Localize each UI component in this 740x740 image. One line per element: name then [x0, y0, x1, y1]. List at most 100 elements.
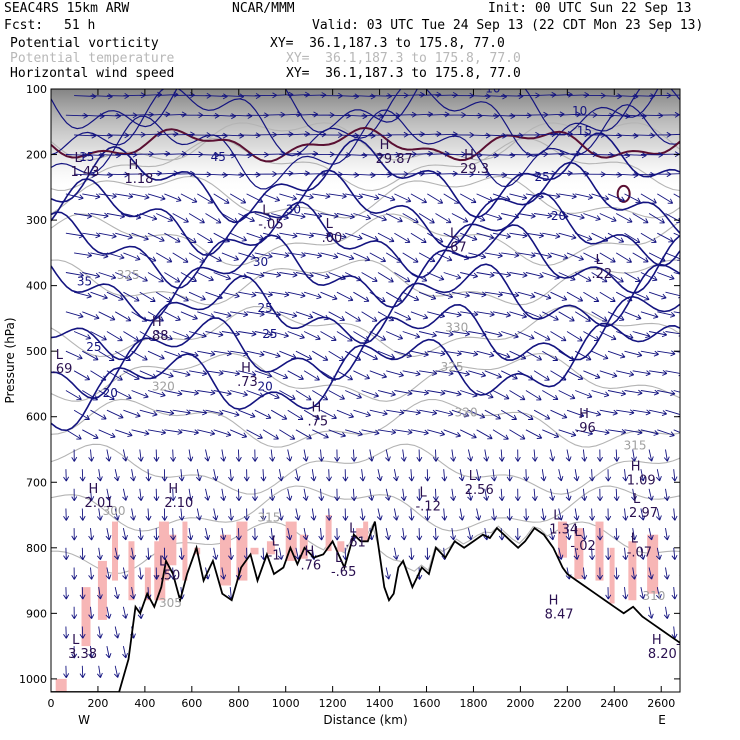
wind-vector: [74, 212, 93, 219]
wind-vector: [558, 193, 577, 200]
wind-vector: [648, 291, 667, 300]
wind-vector: [615, 291, 633, 302]
wind-vector: [328, 429, 346, 438]
wind-vector: [277, 508, 284, 521]
wind-vector: [131, 232, 149, 241]
wind-vector: [558, 232, 577, 240]
wind-vector: [523, 508, 530, 521]
wind-vector: [287, 370, 304, 381]
wind-vector: [435, 409, 454, 417]
wind-vector: [671, 587, 678, 600]
wind-vector: [673, 232, 680, 237]
wind-vector: [607, 272, 624, 283]
wind-vector: [131, 429, 150, 436]
wind-vector: [632, 409, 651, 416]
wind-vector: [657, 311, 676, 318]
wind-vector: [336, 213, 355, 220]
wind-vector: [616, 331, 634, 340]
wind-vector: [302, 488, 309, 501]
valid-time: Valid: 03 UTC Tue 24 Sep 13 (22 CDT Mon …: [312, 18, 704, 33]
wind-vector: [197, 429, 216, 436]
wind-contour-label: 25: [258, 301, 273, 315]
pv-extremum-value: .67: [446, 241, 467, 256]
wind-vector: [114, 350, 131, 361]
wind-vector: [187, 488, 194, 501]
wind-vector: [394, 311, 412, 321]
wind-vector: [279, 232, 298, 239]
wind-vector: [402, 370, 421, 377]
wind-vector: [583, 213, 601, 221]
wind-vector: [220, 528, 227, 541]
wind-vector: [90, 409, 107, 420]
wind-vector: [498, 488, 505, 502]
x-tick-label: 2600: [647, 697, 675, 710]
wind-vector: [682, 331, 700, 336]
wind-vector: [427, 193, 444, 204]
wind-vector: [188, 252, 205, 263]
wind-vector: [649, 369, 668, 376]
wind-vector: [402, 252, 419, 263]
wind-vector: [514, 488, 521, 502]
x-tick-label: 1600: [413, 697, 441, 710]
wind-vector: [550, 213, 569, 219]
pv-extremum-value: -.07: [627, 545, 652, 560]
wind-vector: [318, 528, 325, 541]
wind-vector: [573, 547, 580, 560]
wind-vector: [369, 370, 388, 379]
wind-vector: [501, 252, 520, 258]
wind-vector: [427, 429, 446, 437]
wind-vector: [589, 508, 596, 521]
wind-vector: [501, 331, 519, 339]
wind-contour-label: 30: [286, 203, 301, 217]
wind-vector: [238, 370, 257, 377]
wind-vector: [262, 429, 279, 440]
wind-vector: [583, 409, 602, 417]
wind-vector: [212, 547, 219, 560]
wind-vector: [663, 567, 670, 580]
wind-vector: [246, 311, 265, 317]
wind-vector: [657, 193, 674, 204]
wind-vector: [435, 330, 454, 337]
pv-extremum-marker: L: [349, 522, 357, 537]
wind-vector: [640, 350, 659, 357]
wind-vector: [205, 291, 223, 300]
wind-vector: [361, 429, 380, 436]
wind-vector: [336, 252, 355, 261]
pv-extremum-marker: H: [152, 315, 162, 330]
wind-vector: [262, 311, 281, 318]
wind-vector: [575, 232, 593, 241]
wind-vector: [632, 331, 651, 339]
wind-vector: [105, 646, 112, 659]
pv-extremum-value: 2.01: [85, 496, 114, 511]
wind-vector: [320, 291, 338, 301]
wind-vector: [517, 252, 536, 259]
wind-vector: [591, 311, 608, 322]
wind-vector: [361, 272, 378, 283]
wind-vector: [130, 469, 136, 482]
wind-vector: [418, 252, 436, 263]
wind-vector: [65, 193, 84, 201]
wind-vector: [277, 469, 284, 482]
wind-vector: [451, 291, 470, 298]
wind-vector: [147, 311, 164, 322]
wind-vector: [252, 449, 258, 462]
wind-vector: [476, 232, 495, 240]
wind-vector: [581, 488, 588, 501]
wind-vector: [613, 567, 620, 580]
wind-vector: [583, 291, 600, 302]
pv-extremum-marker: L: [72, 633, 80, 648]
pv-extremum-marker: L: [574, 525, 582, 540]
wind-vector: [665, 173, 680, 175]
wind-vector: [492, 311, 511, 318]
wind-vector: [624, 272, 641, 282]
wind-vector: [514, 528, 521, 541]
wind-vector: [137, 449, 144, 462]
wind-vector: [213, 350, 232, 357]
wind-vector: [98, 272, 117, 280]
pv-extremum-value: .88: [148, 329, 169, 344]
wind-vector: [106, 291, 124, 301]
pv-extremum-marker: H: [631, 459, 641, 474]
theta-contour: [51, 443, 680, 495]
wind-vector: [131, 350, 148, 361]
wind-vector: [410, 272, 428, 282]
